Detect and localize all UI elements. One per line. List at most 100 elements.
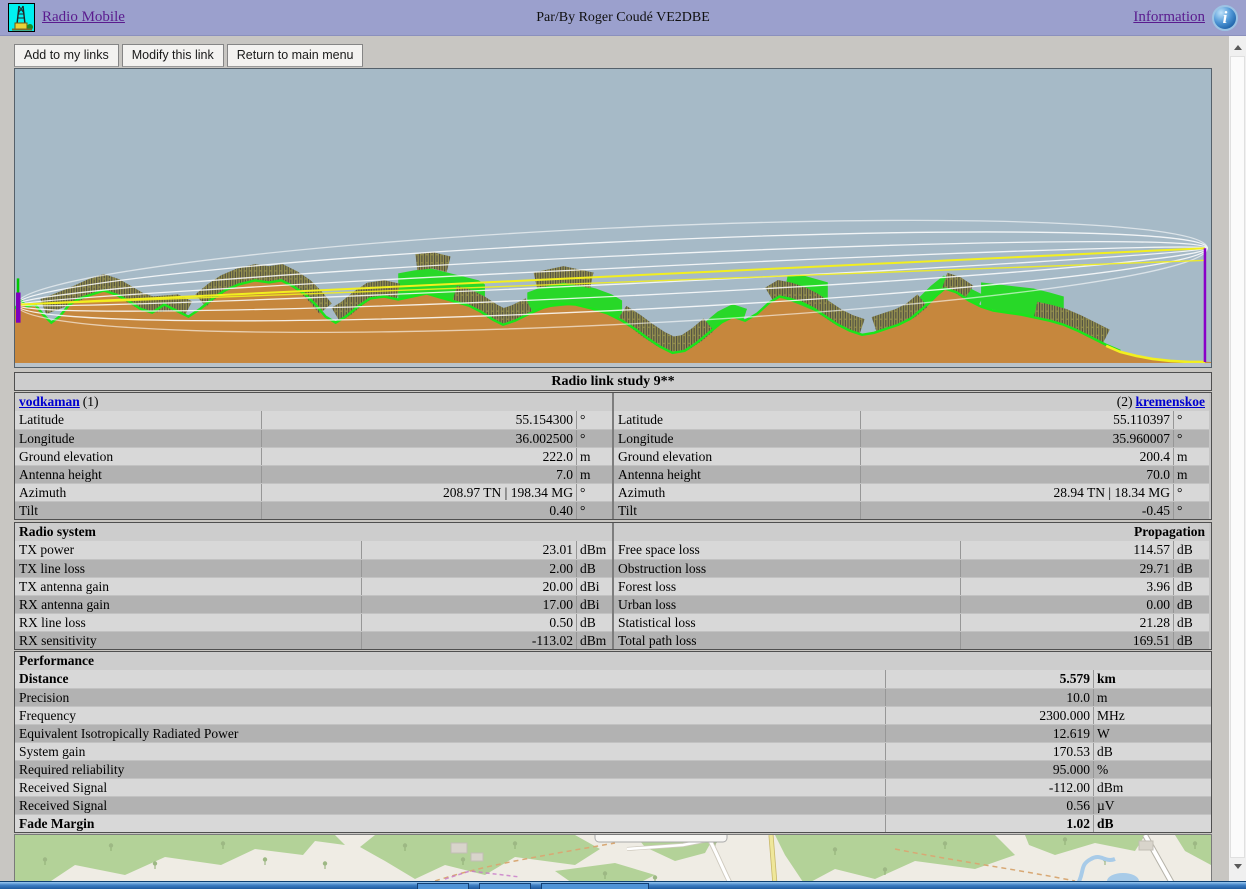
row-unit: m	[1093, 689, 1211, 706]
row-unit: dBm	[576, 632, 612, 649]
row-value: 95.000	[885, 761, 1093, 778]
row-unit: °	[1173, 502, 1209, 519]
row-unit: km	[1093, 670, 1211, 688]
info-icon[interactable]: i	[1212, 4, 1238, 31]
row-label: Statistical loss	[618, 615, 696, 630]
row-unit: %	[1093, 761, 1211, 778]
row-unit: dB	[1173, 560, 1209, 577]
toolbar-button-modify-this-link[interactable]: Modify this link	[121, 44, 224, 67]
scroll-down-arrow-icon	[1233, 864, 1242, 869]
row-value: 55.110397	[860, 411, 1173, 429]
row-label: Free space loss	[618, 542, 700, 557]
site2-name-link[interactable]: kremenskoe	[1135, 394, 1206, 409]
table-row: Equivalent Isotropically Radiated Power 1…	[15, 724, 1211, 742]
app-header: Radio Mobile Par/By Roger Coudé VE2DBE I…	[0, 0, 1246, 36]
table-row: Antenna height 70.0 m	[614, 465, 1209, 483]
table-row: Frequency 2300.000 MHz	[15, 706, 1211, 724]
row-unit: dBi	[576, 596, 612, 613]
site1-name-link[interactable]: vodkaman	[19, 394, 80, 409]
row-value: -113.02	[361, 632, 576, 649]
site1-index: (1)	[82, 394, 99, 409]
map-preview[interactable]	[14, 834, 1212, 882]
row-value: 17.00	[361, 596, 576, 613]
table-row: Total path loss 169.51 dB	[614, 631, 1209, 649]
row-label: Latitude	[19, 412, 64, 427]
row-label: Azimuth	[19, 485, 67, 500]
taskbar-button[interactable]	[541, 883, 649, 889]
scroll-down-button[interactable]	[1229, 858, 1246, 875]
toolbar-button-return-to-main-menu[interactable]: Return to main menu	[226, 44, 364, 67]
row-unit: dBm	[1093, 779, 1211, 796]
row-label: Urban loss	[618, 597, 677, 612]
taskbar-button[interactable]	[479, 883, 531, 889]
row-label: Azimuth	[618, 485, 666, 500]
map-image	[15, 835, 1211, 881]
table-row: RX sensitivity -113.02 dBm	[15, 631, 612, 649]
scrollbar-thumb[interactable]	[1230, 56, 1245, 858]
row-label: TX antenna gain	[19, 579, 109, 594]
scroll-up-button[interactable]	[1229, 39, 1246, 56]
row-value: 2.00	[361, 560, 576, 577]
table-row: Required reliability 95.000%	[15, 760, 1211, 778]
table-row: TX line loss 2.00 dB	[15, 559, 612, 577]
row-label: Received Signal	[19, 780, 108, 795]
radio-tower-icon	[8, 3, 35, 32]
row-value: 10.0	[885, 689, 1093, 706]
row-label: Frequency	[19, 708, 76, 723]
performance-title: Performance	[19, 653, 94, 668]
radio-system-table: Radio system TX power 23.01 dBm TX line los…	[15, 523, 612, 649]
row-label: RX line loss	[19, 615, 86, 630]
row-value: 70.0	[860, 466, 1173, 483]
row-unit: m	[1173, 448, 1209, 465]
row-label: Fade Margin	[19, 816, 95, 831]
row-value: 35.960007	[860, 430, 1173, 447]
toolbar-button-add-to-my-links[interactable]: Add to my links	[14, 44, 119, 67]
propagation-table: Propagation Free space loss 114.57 dB Obstr…	[612, 523, 1209, 649]
radio-mobile-link[interactable]: Radio Mobile	[42, 9, 125, 25]
row-label: Total path loss	[618, 633, 697, 648]
row-unit: dB	[1173, 632, 1209, 649]
row-label: Required reliability	[19, 762, 125, 777]
row-label: Tilt	[618, 503, 638, 518]
row-value: 20.00	[361, 578, 576, 595]
row-unit: dB	[1173, 578, 1209, 595]
row-label: Ground elevation	[19, 449, 114, 464]
row-label: Antenna height	[618, 467, 701, 482]
radio-system-header: Radio system	[15, 523, 612, 541]
row-unit: dB	[1173, 541, 1209, 559]
row-unit: dB	[1173, 596, 1209, 613]
row-unit: dB	[1173, 614, 1209, 631]
row-label: TX line loss	[19, 561, 85, 576]
table-row: Precision 10.0 m	[15, 688, 1211, 706]
row-value: 12.619	[885, 725, 1093, 742]
table-row: Azimuth 208.97 TN | 198.34 MG °	[15, 483, 612, 501]
table-row: Obstruction loss 29.71 dB	[614, 559, 1209, 577]
performance-section: Performance Distance 5.579 km Precision 10.0…	[14, 651, 1212, 833]
row-value: 5.579	[885, 670, 1093, 688]
table-row: Forest loss 3.96 dB	[614, 577, 1209, 595]
scroll-up-arrow-icon	[1233, 45, 1242, 50]
table-row: Ground elevation 222.0 m	[15, 447, 612, 465]
row-label: Ground elevation	[618, 449, 713, 464]
table-row: Received Signal -112.00 dBm	[15, 778, 1211, 796]
row-unit: °	[1173, 411, 1209, 429]
row-unit: dB	[576, 614, 612, 631]
row-unit: °	[1173, 430, 1209, 447]
site1-header: vodkaman (1)	[15, 393, 612, 411]
row-value: 3.96	[960, 578, 1173, 595]
table-row: Tilt -0.45 °	[614, 501, 1209, 519]
information-link[interactable]: Information	[1133, 9, 1205, 25]
site1-table: vodkaman (1) Latitude 55.154300 ° Longitude…	[15, 393, 612, 519]
taskbar-button[interactable]	[417, 883, 469, 889]
row-unit: m	[576, 466, 612, 483]
row-value: 1.02	[885, 815, 1093, 832]
byline-text: Par/By Roger Coudé VE2DBE	[536, 9, 710, 25]
vertical-scrollbar[interactable]	[1229, 36, 1246, 881]
row-value: 7.0	[261, 466, 576, 483]
site-tables-section: vodkaman (1) Latitude 55.154300 ° Longitude…	[14, 392, 1212, 520]
site2-table: (2) kremenskoe Latitude 55.110397 ° Longitu…	[612, 393, 1209, 519]
row-value: 21.28	[960, 614, 1173, 631]
row-unit: W	[1093, 725, 1211, 742]
row-value: 114.57	[960, 541, 1173, 559]
row-unit: m	[576, 448, 612, 465]
